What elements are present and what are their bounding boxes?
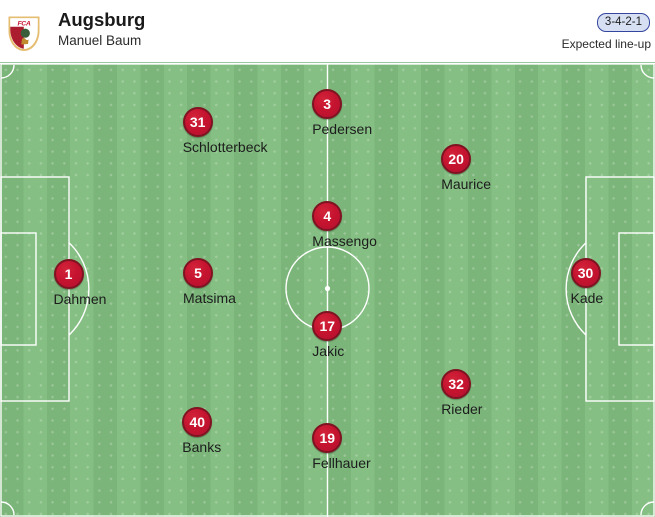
svg-text:FCA: FCA (17, 20, 30, 27)
